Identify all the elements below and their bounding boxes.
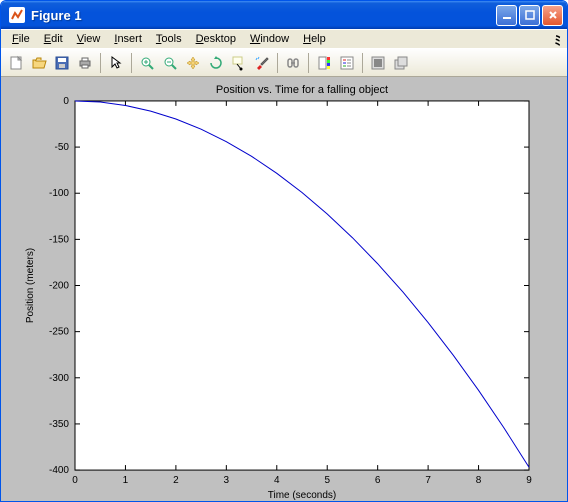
- zoom-out-button[interactable]: [159, 52, 181, 74]
- print-icon: [77, 55, 93, 71]
- brush-icon: [254, 55, 270, 71]
- figure-window: Figure 1 FileEditViewInsertToolsDesktopW…: [0, 0, 568, 502]
- toolbar-separator: [100, 53, 101, 73]
- ytick-label: -50: [55, 142, 70, 153]
- xtick-label: 3: [224, 475, 230, 486]
- xtick-label: 9: [526, 475, 532, 486]
- xtick-label: 4: [274, 475, 280, 486]
- new-figure-button[interactable]: [5, 52, 27, 74]
- xtick-label: 8: [476, 475, 482, 486]
- toolbar-separator: [277, 53, 278, 73]
- menu-file[interactable]: File: [5, 32, 37, 46]
- menubar-corner-glyph: ﾐ: [555, 30, 562, 49]
- minimize-button[interactable]: [496, 5, 517, 26]
- save-icon: [54, 55, 70, 71]
- ylabel: Position (meters): [25, 248, 36, 323]
- colorbar-button[interactable]: [313, 52, 335, 74]
- toolbar: [1, 49, 567, 77]
- toolbar-separator: [308, 53, 309, 73]
- close-button[interactable]: [542, 5, 563, 26]
- pan-button[interactable]: [182, 52, 204, 74]
- open-button[interactable]: [28, 52, 50, 74]
- ytick-label: 0: [63, 96, 69, 107]
- undock-button[interactable]: [390, 52, 412, 74]
- pointer-icon: [108, 55, 124, 71]
- legend-button[interactable]: [336, 52, 358, 74]
- ytick-label: -100: [49, 188, 69, 199]
- dock-button[interactable]: [367, 52, 389, 74]
- xtick-label: 6: [375, 475, 381, 486]
- menu-edit[interactable]: Edit: [37, 32, 70, 46]
- window-title: Figure 1: [29, 8, 494, 23]
- print-button[interactable]: [74, 52, 96, 74]
- rotate-button[interactable]: [205, 52, 227, 74]
- new-figure-icon: [8, 55, 24, 71]
- xtick-label: 7: [425, 475, 431, 486]
- colorbar-icon: [316, 55, 332, 71]
- figure-area: 0 1 2 3 4 5 6 7 8 9 -400 -350 -300 -250 -200 -150 -100 -5…: [1, 77, 567, 501]
- menu-view[interactable]: View: [70, 32, 108, 46]
- rotate-icon: [208, 55, 224, 71]
- toolbar-separator: [362, 53, 363, 73]
- ytick-label: -350: [49, 419, 69, 430]
- open-icon: [31, 55, 47, 71]
- xtick-label: 5: [324, 475, 330, 486]
- link-icon: [285, 55, 301, 71]
- ytick-label: -150: [49, 234, 69, 245]
- xtick-label: 1: [123, 475, 129, 486]
- data-cursor-button[interactable]: [228, 52, 250, 74]
- menubar: FileEditViewInsertToolsDesktopWindowHelp…: [1, 29, 567, 49]
- xtick-label: 2: [173, 475, 179, 486]
- pan-icon: [185, 55, 201, 71]
- titlebar[interactable]: Figure 1: [1, 1, 567, 29]
- ytick-label: -200: [49, 281, 69, 292]
- zoom-out-icon: [162, 55, 178, 71]
- maximize-button[interactable]: [519, 5, 540, 26]
- undock-icon: [393, 55, 409, 71]
- ytick-label: -300: [49, 373, 69, 384]
- data-cursor-icon: [231, 55, 247, 71]
- menu-insert[interactable]: Insert: [107, 32, 149, 46]
- menu-help[interactable]: Help: [296, 32, 333, 46]
- axes-box: [75, 101, 529, 470]
- save-button[interactable]: [51, 52, 73, 74]
- dock-icon: [370, 55, 386, 71]
- link-button[interactable]: [282, 52, 304, 74]
- menu-window[interactable]: Window: [243, 32, 296, 46]
- matlab-icon: [9, 7, 25, 23]
- zoom-in-icon: [139, 55, 155, 71]
- axes[interactable]: 0 1 2 3 4 5 6 7 8 9 -400 -350 -300 -250 -200 -150 -100 -5…: [1, 77, 567, 501]
- legend-icon: [339, 55, 355, 71]
- pointer-button[interactable]: [105, 52, 127, 74]
- toolbar-separator: [131, 53, 132, 73]
- xtick-label: 0: [72, 475, 78, 486]
- ytick-label: -400: [49, 465, 69, 476]
- chart-title: Position vs. Time for a falling object: [216, 84, 388, 96]
- zoom-in-button[interactable]: [136, 52, 158, 74]
- menu-desktop[interactable]: Desktop: [189, 32, 243, 46]
- brush-button[interactable]: [251, 52, 273, 74]
- xlabel: Time (seconds): [268, 490, 336, 501]
- menu-tools[interactable]: Tools: [149, 32, 189, 46]
- ytick-label: -250: [49, 327, 69, 338]
